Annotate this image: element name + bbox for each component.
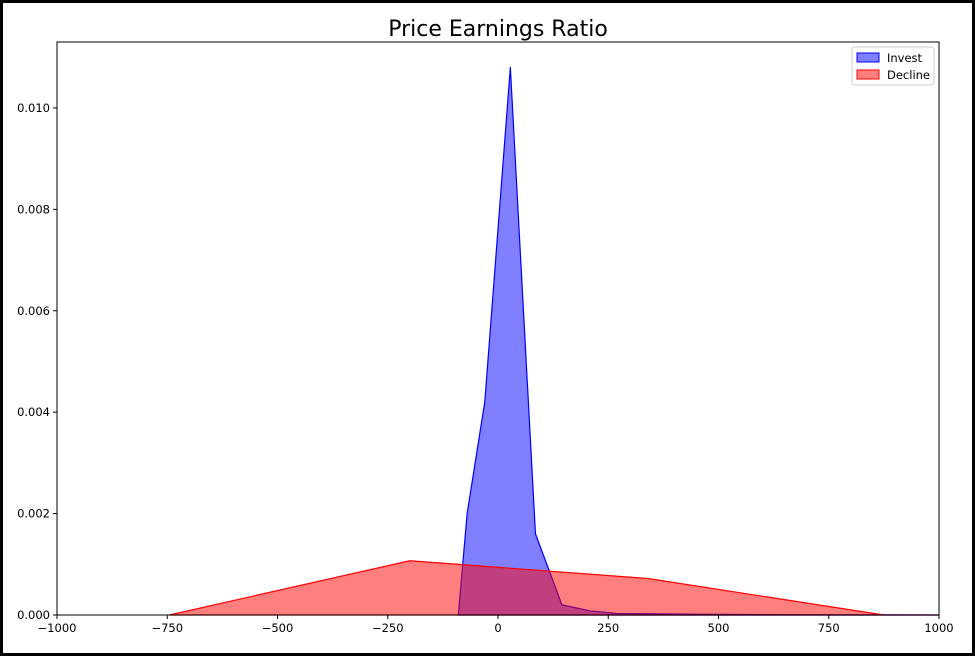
legend: Invest Decline [851,46,935,86]
legend-swatch-decline [856,69,880,80]
chart-title: Price Earnings Ratio [388,17,608,42]
x-tick-label: 750 [818,621,840,635]
series-area-decline [168,560,940,616]
y-tick-label: 0.008 [17,202,50,216]
axes-layer: −1000 −750 −500 −250 0 250 500 750 1000 0.000 0.00… [17,41,954,635]
legend-label-decline: Decline [887,68,930,82]
x-tick-label: 250 [597,621,619,635]
legend-label-invest: Invest [887,51,923,65]
x-tick-label: 0 [494,621,501,635]
y-tick-label: 0.002 [17,507,50,521]
x-tick-label: −500 [262,621,294,635]
y-tick-label: 0.004 [17,405,50,419]
x-tick-label: 500 [708,621,730,635]
legend-swatch-invest [856,52,880,63]
y-tick-label: 0.006 [17,304,50,318]
y-tick-label: 0.010 [17,101,50,115]
series-layer [168,66,940,616]
x-tick-label: −250 [372,621,404,635]
y-tick-label: 0.000 [17,608,50,622]
series-area-invest [457,66,940,616]
x-tick-label: −750 [151,621,183,635]
x-tick-label: 1000 [924,621,953,635]
x-tick-label: −1000 [38,621,77,635]
